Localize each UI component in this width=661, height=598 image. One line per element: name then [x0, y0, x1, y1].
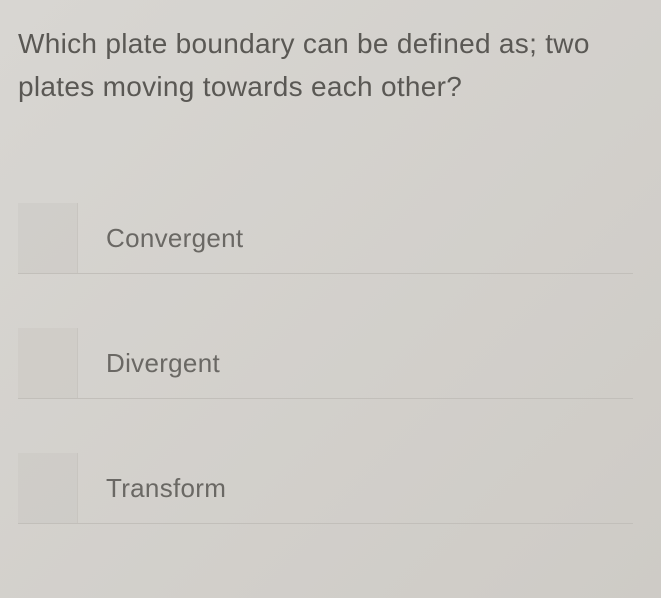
checkbox-transform[interactable] — [18, 453, 78, 523]
option-label: Transform — [78, 473, 226, 504]
checkbox-divergent[interactable] — [18, 328, 78, 398]
quiz-container: Which plate boundary can be defined as; … — [0, 0, 661, 524]
option-label: Convergent — [78, 223, 243, 254]
option-convergent[interactable]: Convergent — [18, 204, 633, 274]
question-text: Which plate boundary can be defined as; … — [18, 22, 633, 109]
option-label: Divergent — [78, 348, 220, 379]
option-transform[interactable]: Transform — [18, 454, 633, 524]
option-divergent[interactable]: Divergent — [18, 329, 633, 399]
options-list: Convergent Divergent Transform — [18, 204, 633, 524]
checkbox-convergent[interactable] — [18, 203, 78, 273]
